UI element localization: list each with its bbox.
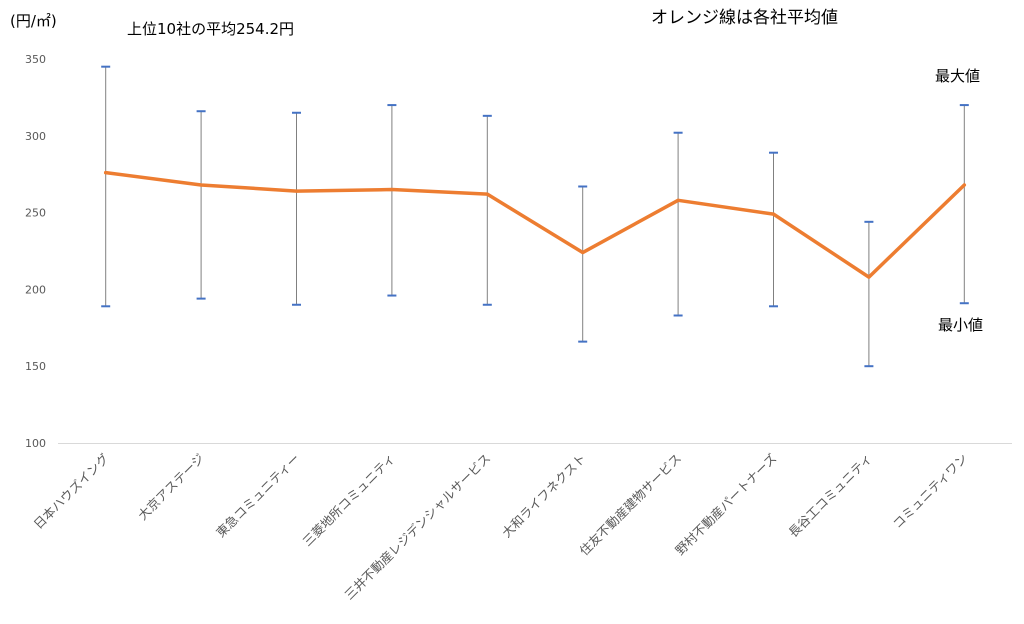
x-tick-label: 大和ライフネクスト — [499, 451, 589, 541]
average-point — [962, 183, 966, 187]
range-bars — [101, 65, 969, 368]
y-tick-label: 250 — [25, 207, 46, 220]
average-point — [485, 192, 489, 196]
y-axis: 100 150 200 250 300 350 — [25, 53, 46, 450]
average-point — [390, 188, 394, 192]
x-tick-label: 東急コミュニティー — [213, 451, 303, 541]
x-tick-label: 住友不動産建物サービス — [576, 451, 684, 559]
chart-subtitle: 上位10社の平均254.2円 — [127, 20, 294, 38]
y-tick-label: 150 — [25, 360, 46, 373]
x-tick-label: 三菱地所コミュニティ — [300, 451, 398, 549]
average-point — [104, 171, 108, 175]
x-axis: 日本ハウズイング 大京アステージ 東急コミュニティー三菱地所コミュニティ三井不動産レ… — [30, 443, 1012, 603]
unit-label: (円/㎡) — [10, 12, 57, 30]
average-point — [295, 189, 298, 193]
average-point — [581, 251, 585, 255]
max-label: 最大値 — [935, 67, 980, 85]
y-tick-label: 100 — [25, 437, 46, 450]
x-tick-label: 野村不動産パートナーズ — [672, 451, 779, 558]
average-line — [103, 170, 967, 279]
min-label: 最小値 — [938, 316, 983, 334]
average-point — [676, 198, 680, 202]
x-tick-label: 日本ハウズイング — [30, 451, 111, 532]
x-tick-label: 長谷工コミュニティ — [785, 451, 875, 541]
y-tick-label: 200 — [25, 283, 46, 296]
average-series — [103, 170, 967, 279]
x-tick-label: コミュニティワン — [890, 451, 971, 532]
x-tick-label: 大京アステージ — [135, 451, 207, 523]
y-tick-label: 300 — [25, 130, 46, 143]
average-point — [772, 212, 775, 216]
y-tick-label: 350 — [25, 53, 46, 66]
chart-note: オレンジ線は各社平均値 — [651, 8, 838, 28]
average-point — [867, 275, 871, 279]
average-point — [199, 183, 203, 187]
